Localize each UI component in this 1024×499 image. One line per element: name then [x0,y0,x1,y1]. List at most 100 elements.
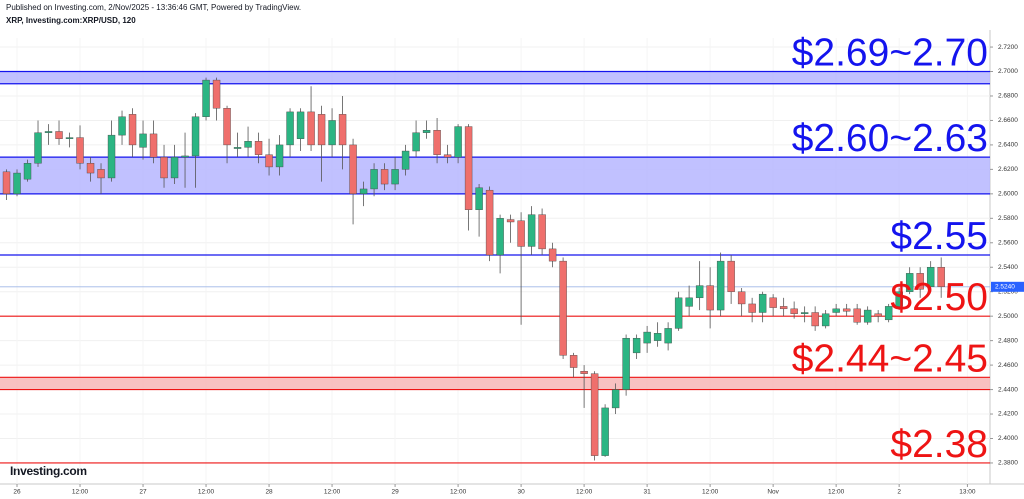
y-tick-label: 2.5600 [998,239,1018,246]
candle-body [905,273,914,292]
candle-body [863,309,872,323]
candle-body [97,169,105,179]
y-tick-label: 2.4800 [998,337,1018,344]
candle-body [65,137,74,139]
candle-body [695,285,704,299]
x-tick-label: 12:00 [198,489,215,496]
last-price-tag [991,281,1024,292]
x-tick-label: 12:00 [702,489,719,496]
candle-body [34,132,42,164]
candle-body [622,337,630,390]
candle-body [44,131,53,133]
candle-body [496,218,504,256]
x-tick-label: 13:00 [959,489,976,496]
candle-body [2,171,11,195]
y-tick-label: 2.7200 [998,44,1018,51]
x-tick-label: 12:00 [576,489,593,496]
candle-body [548,248,557,262]
y-tick-label: 2.6200 [998,166,1018,173]
candle-body [107,134,116,179]
candle-body [853,308,861,323]
candle-body [559,260,567,356]
candle-body [349,144,357,195]
y-tick-label: 2.5000 [998,313,1018,320]
candle-body [590,373,599,456]
zone-label: $2.44~2.45 [792,337,988,380]
candle-body [811,312,819,327]
candle-body [338,114,347,146]
candle-body [23,163,32,180]
published-note: Published on Investing.com, 2/Nov/2025 -… [6,3,301,12]
candle-body [191,116,200,157]
candle-body [55,131,63,139]
x-tick-label: 12:00 [450,489,467,496]
candle-body [359,188,368,195]
candle-body [685,297,693,307]
candle-body [265,154,273,168]
x-tick-label: Nov [767,489,779,496]
y-tick-label: 2.4600 [998,362,1018,369]
candle-body [422,130,431,133]
candle-body [737,291,746,305]
candle-body [170,156,179,179]
candle-body [538,214,546,250]
level-label: $2.50 [890,276,988,319]
candle-body [76,137,84,164]
zone-band [0,377,990,390]
candle-body [254,141,263,155]
y-tick-label: 2.3800 [998,460,1018,467]
y-tick-label: 2.6600 [998,117,1018,124]
candle-body [916,273,924,290]
candle-body [779,306,788,310]
candle-body [832,308,840,313]
candle-body [233,147,242,149]
candle-body [485,189,494,256]
candle-body [601,407,609,456]
candle-body [674,297,683,329]
candle-body [727,260,735,292]
candle-body [800,312,809,314]
candle-body [454,126,462,158]
candle-body [149,133,158,158]
candle-body [391,169,399,185]
candle-body [433,130,441,155]
candle-body [380,169,389,185]
y-tick-label: 2.5800 [998,215,1018,222]
candle-body [13,172,21,195]
candle-body [527,214,536,247]
candle-body [821,313,830,327]
candle-body [328,120,336,146]
candle-body [244,141,252,148]
candle-body [128,114,137,146]
candle-body [317,114,326,146]
x-tick-label: 2 [897,489,901,496]
y-tick-label: 2.4400 [998,386,1018,393]
candle-body [412,132,420,152]
x-tick-label: 26 [13,489,21,496]
candle-body [632,337,641,354]
y-tick-label: 2.5200 [998,288,1018,295]
candle-body [212,79,221,109]
candle-body [517,220,525,247]
level-label: $2.38 [890,423,988,466]
candle-body [643,331,651,344]
zone-label: $2.69~2.70 [792,32,988,75]
chart-title: XRP, Investing.com:XRP/USD, 120 [6,16,136,25]
candle-body [884,306,893,321]
candle-body [569,355,578,368]
candle-body [895,291,903,307]
candle-body [464,126,473,210]
candle-body [118,116,126,136]
x-tick-label: 31 [644,489,652,496]
candle-body [926,267,935,288]
candle-body [139,133,147,148]
candle-body [874,313,882,317]
candle-body [769,297,777,308]
y-tick-label: 2.6400 [998,142,1018,149]
x-tick-label: 12:00 [72,489,89,496]
zone-band [0,71,990,84]
candle-body [706,285,714,311]
candle-body [748,303,756,313]
level-label: $2.55 [890,215,988,258]
